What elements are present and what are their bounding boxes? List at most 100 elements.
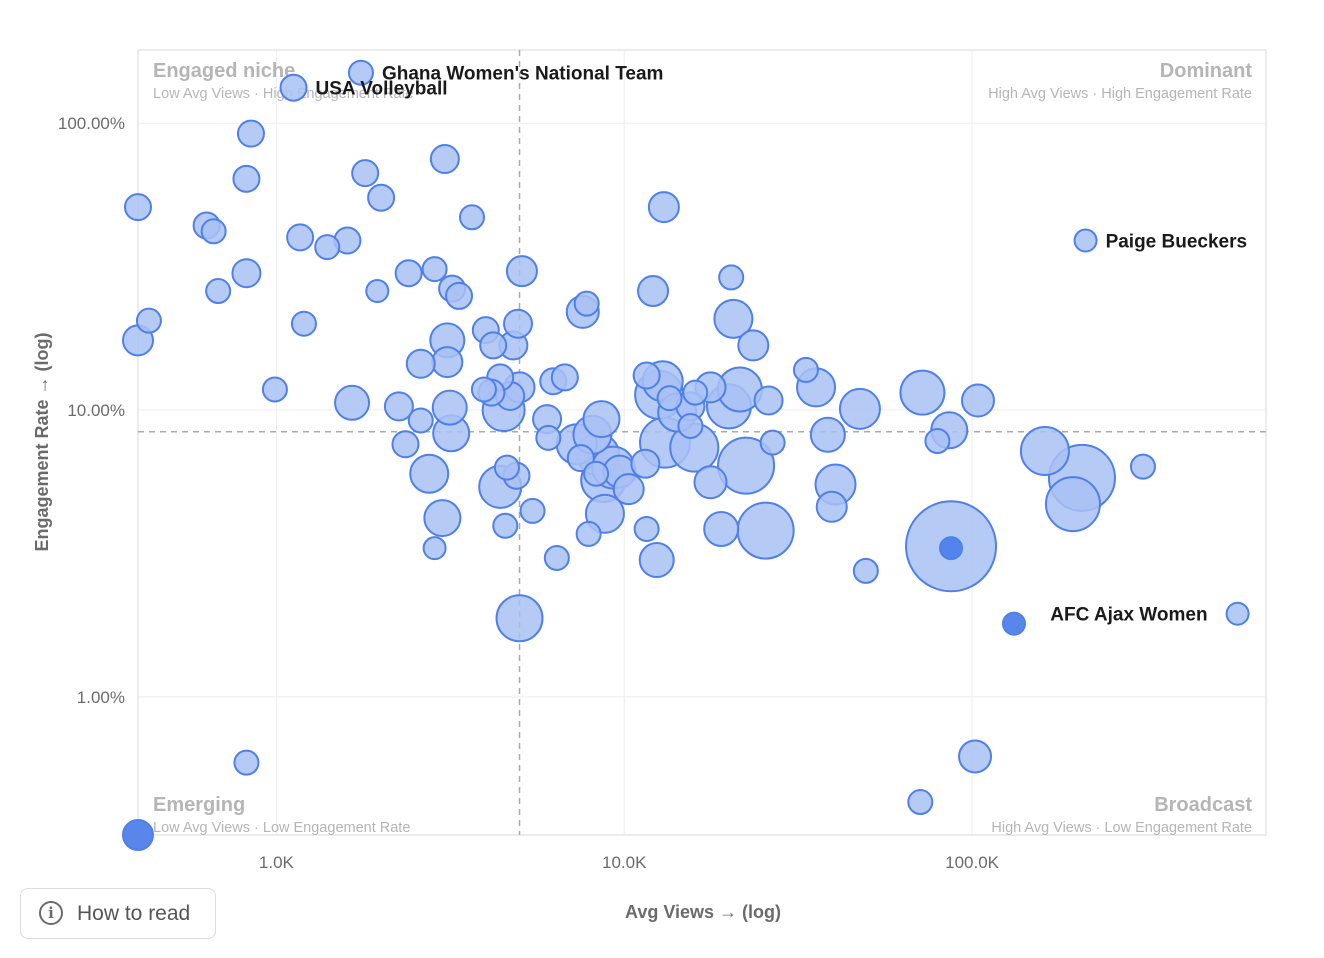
bubble[interactable] [391,430,420,459]
bubble[interactable] [1044,476,1101,533]
bubble[interactable] [907,789,934,816]
bubble[interactable] [815,490,848,523]
bubble[interactable] [429,144,460,175]
bubble[interactable] [445,281,474,310]
bubble[interactable] [1001,611,1026,636]
bubble[interactable] [505,255,538,288]
x-tick-label: 100.0K [945,853,1000,872]
bubble[interactable] [1019,425,1070,476]
bubble[interactable] [479,331,508,360]
bubble[interactable] [682,379,709,406]
bubble[interactable] [458,204,485,231]
bubble[interactable] [647,191,680,224]
bubble[interactable] [492,512,519,539]
bubble[interactable] [233,749,260,776]
bubble-ghana-women-s-national-team[interactable] [347,59,374,86]
bubble[interactable] [314,234,341,261]
point-label-paige-bueckers: Paige Bueckers [1106,232,1248,253]
bubble[interactable] [519,497,546,524]
bubble[interactable] [899,369,946,416]
quadrant-title-broadcast: Broadcast [1154,794,1252,816]
plot-area-border [137,49,1267,836]
bubble[interactable] [495,594,544,643]
bubble[interactable] [431,389,468,426]
bubble[interactable] [493,454,520,481]
quadrant-subtitle-emerging: Low Avg Views · Low Engagement Rate [153,820,410,836]
bubble[interactable] [365,279,390,304]
bubble[interactable] [409,453,450,494]
bubble[interactable] [334,384,371,421]
bubble[interactable] [535,424,562,451]
bubble[interactable] [503,308,534,339]
data-points [122,59,1250,851]
bubble[interactable] [367,183,396,212]
bubble[interactable] [135,307,162,334]
bubble[interactable] [693,465,728,500]
bubble[interactable] [637,275,670,308]
gridlines [138,50,1266,835]
bubble[interactable] [677,412,704,439]
bubble[interactable] [939,536,964,561]
bubble[interactable] [759,429,786,456]
bubble[interactable] [630,448,661,479]
bubble[interactable] [405,348,436,379]
bubble[interactable] [290,310,317,337]
bubble[interactable] [583,460,610,487]
bubble[interactable] [394,259,423,288]
bubble[interactable] [286,223,315,252]
bubble[interactable] [232,164,261,193]
bubble[interactable] [470,376,497,403]
info-icon: i [39,901,63,925]
bubble[interactable] [422,536,447,561]
quadrant-subtitle-dominant: High Avg Views · High Engagement Rate [988,86,1252,102]
bubble[interactable] [717,436,776,495]
bubble[interactable] [852,557,879,584]
bubble[interactable] [656,385,683,412]
bubble[interactable] [573,290,600,317]
bubble[interactable] [958,739,993,774]
bubble[interactable] [718,264,745,291]
bubble[interactable] [638,542,675,579]
bubble[interactable] [633,515,660,542]
bubble[interactable] [122,819,154,851]
bubble[interactable] [753,385,784,416]
bubble[interactable] [550,363,579,392]
bubble[interactable] [407,407,434,434]
point-label-afc-ajax-women: AFC Ajax Women [1050,605,1207,626]
bubble[interactable] [924,428,951,455]
bubble[interactable] [236,119,265,148]
bubble-paige-bueckers[interactable] [1073,228,1098,253]
bubble[interactable] [737,329,770,362]
bubble[interactable] [582,400,621,439]
bubble[interactable] [543,544,570,571]
bubble-usa-volleyball[interactable] [279,73,308,102]
how-to-read-button[interactable]: i How to read [20,888,216,939]
bubble[interactable] [612,473,645,506]
bubble[interactable] [632,361,661,390]
bubble[interactable] [1129,453,1156,480]
bubble[interactable] [261,376,288,403]
y-tick-label: 10.00% [67,401,125,420]
bubble[interactable] [838,387,881,430]
bubble[interactable] [809,416,846,453]
bubble[interactable] [200,218,227,245]
point-label-ghana-women-s-national-team: Ghana Women's National Team [382,64,663,85]
bubble[interactable] [205,278,232,305]
bubble[interactable] [124,193,152,222]
bubble[interactable] [383,391,414,422]
bubble[interactable] [792,356,819,383]
bubble[interactable] [960,383,995,418]
point-label-usa-volleyball: USA Volleyball [316,79,448,100]
bubble[interactable] [231,258,262,289]
bubble[interactable] [713,298,754,339]
bubble[interactable] [431,346,464,379]
bubble[interactable] [703,510,740,547]
bubble[interactable] [423,499,462,538]
bubble[interactable] [351,159,380,188]
bubble[interactable] [575,520,602,547]
bubble-afc-ajax-women[interactable] [1225,601,1250,626]
bubble[interactable] [736,501,795,560]
bubble[interactable] [421,256,448,283]
